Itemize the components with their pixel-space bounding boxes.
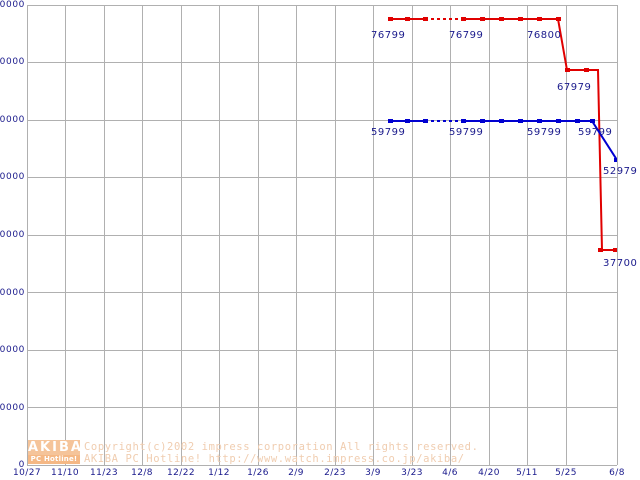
x-tick-15: 5/25 xyxy=(555,468,577,478)
gridline-v-7 xyxy=(258,5,259,465)
y-axis-labels: 80000 70000 60000 50000 40000 30000 2000… xyxy=(0,0,25,480)
red-label-4: 67979 xyxy=(557,82,592,93)
gridline-v-13 xyxy=(489,5,490,465)
red-label-1: 76799 xyxy=(371,30,406,41)
plot-area xyxy=(27,5,618,466)
gridline-v-1 xyxy=(27,5,28,465)
y-tick-60000: 60000 xyxy=(0,115,25,125)
x-tick-8: 2/9 xyxy=(288,468,304,478)
akiba-logo-subtitle: PC Hotline! xyxy=(28,455,80,464)
x-tick-6: 1/12 xyxy=(208,468,230,478)
blue-label-3: 59799 xyxy=(527,127,562,138)
x-tick-14: 5/11 xyxy=(516,468,538,478)
x-tick-5: 12/22 xyxy=(167,468,195,478)
gridline-h-20000 xyxy=(27,350,617,351)
x-tick-2: 11/10 xyxy=(51,468,79,478)
watermark: AKIBA PC Hotline! Copyright(c)2002 impre… xyxy=(28,440,479,465)
gridline-h-10000 xyxy=(27,407,617,408)
gridline-v-12 xyxy=(450,5,451,465)
x-tick-13: 4/20 xyxy=(478,468,500,478)
x-tick-10: 3/9 xyxy=(365,468,381,478)
gridline-v-10 xyxy=(373,5,374,465)
x-tick-12: 4/6 xyxy=(442,468,458,478)
blue-label-4: 59799 xyxy=(578,127,613,138)
gridline-h-60000 xyxy=(27,120,617,121)
series-canvas xyxy=(388,17,617,252)
gridline-v-11 xyxy=(412,5,413,465)
gridline-v-4 xyxy=(142,5,143,465)
blue-series-markers xyxy=(388,119,617,162)
y-tick-30000: 30000 xyxy=(0,288,25,298)
red-series-markers xyxy=(388,17,617,252)
y-tick-70000: 70000 xyxy=(0,57,25,67)
akiba-logo: AKIBA PC Hotline! xyxy=(28,440,83,464)
x-tick-4: 12/8 xyxy=(131,468,153,478)
gridline-h-50000 xyxy=(27,177,617,178)
gridline-v-3 xyxy=(104,5,105,465)
x-tick-7: 1/26 xyxy=(247,468,269,478)
x-tick-1: 10/27 xyxy=(13,468,41,478)
y-tick-80000: 80000 xyxy=(0,0,25,10)
gridline-v-5 xyxy=(181,5,182,465)
akiba-logo-title: AKIBA xyxy=(28,440,83,455)
watermark-text: Copyright(c)2002 impress corporation All… xyxy=(84,440,479,465)
gridline-v-8 xyxy=(296,5,297,465)
gridline-v-16 xyxy=(617,5,618,465)
red-label-5: 37700 xyxy=(603,258,638,269)
gridline-h-40000 xyxy=(27,235,617,236)
gridline-v-2 xyxy=(65,5,66,465)
gridline-v-9 xyxy=(335,5,336,465)
gridline-h-0 xyxy=(27,465,617,466)
gridline-v-14 xyxy=(527,5,528,465)
y-tick-20000: 20000 xyxy=(0,345,25,355)
x-tick-16: 6/8 xyxy=(609,468,625,478)
blue-label-2: 59799 xyxy=(449,127,484,138)
red-label-3: 76800 xyxy=(527,30,562,41)
y-tick-50000: 50000 xyxy=(0,172,25,182)
y-tick-10000: 10000 xyxy=(0,403,25,413)
gridline-v-15 xyxy=(566,5,567,465)
gridline-h-30000 xyxy=(27,292,617,293)
blue-label-1: 59799 xyxy=(371,127,406,138)
watermark-url: AKIBA PC Hotline! http://www.watch.impre… xyxy=(84,453,465,465)
y-tick-40000: 40000 xyxy=(0,230,25,240)
gridline-v-6 xyxy=(219,5,220,465)
gridline-h-70000 xyxy=(27,62,617,63)
gridline-h-80000 xyxy=(27,5,617,6)
watermark-copyright: Copyright(c)2002 impress corporation All… xyxy=(84,441,479,453)
y-tick-0: 0 xyxy=(18,460,25,470)
x-tick-3: 11/23 xyxy=(90,468,118,478)
x-tick-9: 2/23 xyxy=(324,468,346,478)
red-label-2: 76799 xyxy=(449,30,484,41)
x-tick-11: 3/23 xyxy=(401,468,423,478)
blue-label-5: 52979 xyxy=(603,166,638,177)
